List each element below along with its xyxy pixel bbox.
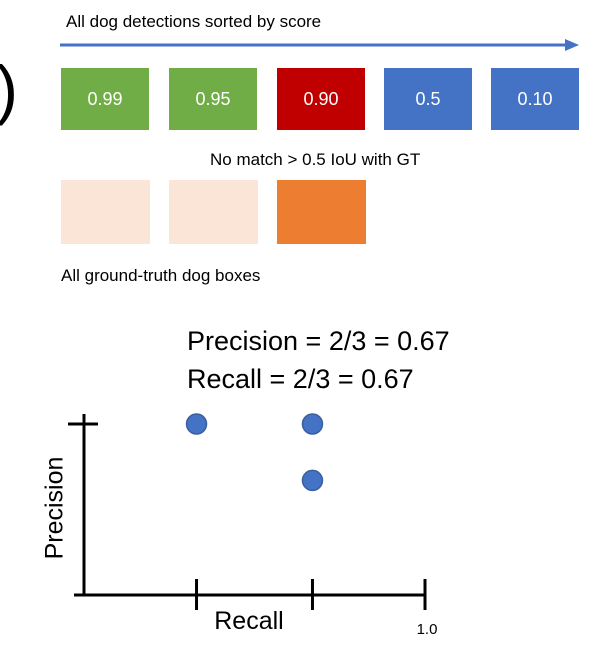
detection-box-5: 0.10 [491,68,579,130]
detection-box-4: 0.5 [384,68,472,130]
precision-recall-plot: 1.0 Precision Recall [0,400,594,661]
detection-score: 0.95 [195,89,230,110]
pr-point [302,414,322,434]
detection-score: 0.5 [415,89,440,110]
detection-score: 0.90 [303,89,338,110]
x-tick-label: 1.0 [417,621,438,638]
x-axis-label: Recall [214,607,283,635]
ground-truth-caption: All ground-truth dog boxes [61,266,260,286]
y-axis-label: Precision [41,457,69,560]
partial-paren: ) [0,56,18,122]
detection-score: 0.99 [87,89,122,110]
detection-box-3: 0.90 [277,68,365,130]
recall-value: Recall = 2/3 = 0.67 [187,364,414,395]
detections-caption: All dog detections sorted by score [66,12,321,32]
ground-truth-box-3 [277,180,366,244]
pr-point [187,414,207,434]
detection-box-2: 0.95 [169,68,257,130]
detection-score: 0.10 [517,89,552,110]
pr-point [302,470,322,490]
sort-direction-arrow [60,34,582,54]
ground-truth-box-1 [61,180,150,244]
detection-box-1: 0.99 [61,68,149,130]
precision-value: Precision = 2/3 = 0.67 [187,326,450,357]
ground-truth-box-2 [169,180,258,244]
no-match-note: No match > 0.5 IoU with GT [210,150,420,170]
